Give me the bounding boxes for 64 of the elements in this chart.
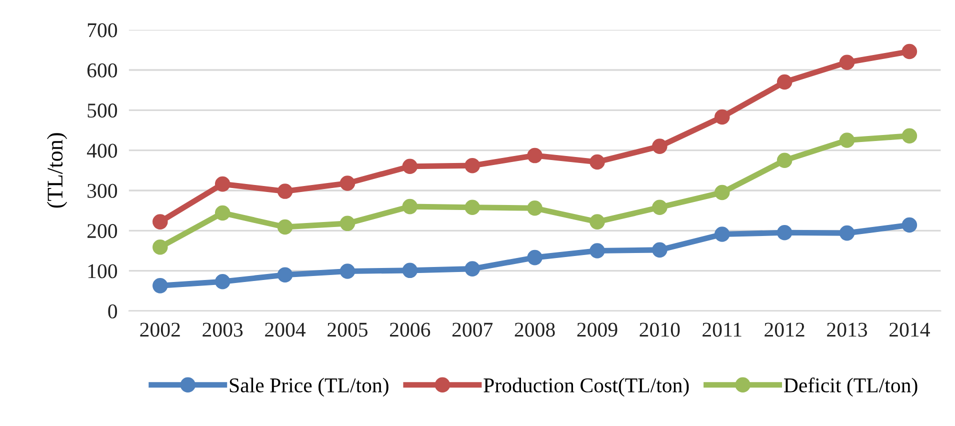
point: [839, 225, 855, 241]
point: [527, 200, 542, 216]
point: [902, 128, 918, 144]
point: [402, 158, 418, 174]
y-tick-label: 0: [108, 304, 118, 318]
point: [527, 250, 542, 266]
y-tick-label: 100: [88, 264, 118, 278]
point: [590, 214, 605, 230]
point: [340, 216, 356, 232]
y-axis-title: (TL/ton): [46, 133, 68, 208]
x-tick-label: 2010: [640, 322, 680, 337]
point: [152, 239, 168, 255]
point: [152, 214, 168, 230]
point: [776, 74, 792, 90]
point: [776, 225, 792, 240]
point: [402, 198, 418, 214]
y-tick-label: 300: [88, 184, 118, 198]
point: [464, 261, 480, 276]
x-tick-label: 2009: [577, 322, 618, 337]
point: [340, 264, 356, 279]
point: [214, 176, 230, 192]
y-tick-label: 200: [87, 224, 118, 238]
point: [652, 200, 668, 215]
x-tick-label: 2003: [202, 322, 243, 337]
legend-label: Sale Price (TL/ton): [230, 378, 388, 397]
x-tick-label: 2011: [702, 322, 742, 337]
point: [464, 158, 480, 174]
x-tick-label: 2014: [890, 322, 930, 337]
x-tick-label: 2005: [328, 322, 368, 337]
point: [402, 262, 418, 278]
point: [590, 154, 605, 170]
point: [776, 152, 792, 168]
point: [527, 148, 542, 164]
point: [277, 267, 293, 282]
point: [839, 54, 855, 70]
legend-label: Production Cost(TL/ton): [484, 378, 689, 397]
point: [277, 219, 293, 235]
point: [714, 184, 730, 200]
y-tick-label: 600: [87, 63, 118, 78]
point: [464, 200, 480, 215]
x-tick-label: 2008: [514, 322, 555, 337]
x-tick-label: 2013: [827, 322, 868, 337]
point: [839, 132, 855, 148]
point: [652, 242, 668, 258]
point: [902, 44, 918, 60]
y-tick-label: 500: [88, 104, 118, 118]
x-tick-label: 2002: [140, 322, 180, 337]
x-tick-label: 2012: [764, 322, 804, 337]
point: [214, 274, 230, 290]
point: [152, 278, 168, 294]
point: [902, 217, 918, 233]
legend-label: Deficit (TL/ton): [784, 378, 918, 397]
point: [277, 184, 293, 199]
point: [590, 243, 605, 258]
point: [340, 176, 356, 191]
x-tick-label: 2004: [265, 322, 306, 337]
point: [214, 205, 230, 221]
point: [714, 226, 730, 242]
y-tick-label: 700: [88, 23, 118, 38]
x-tick-label: 2006: [390, 322, 430, 337]
point: [714, 109, 730, 125]
point: [652, 138, 668, 154]
x-tick-label: 2007: [452, 322, 493, 337]
y-tick-label: 400: [86, 144, 118, 158]
